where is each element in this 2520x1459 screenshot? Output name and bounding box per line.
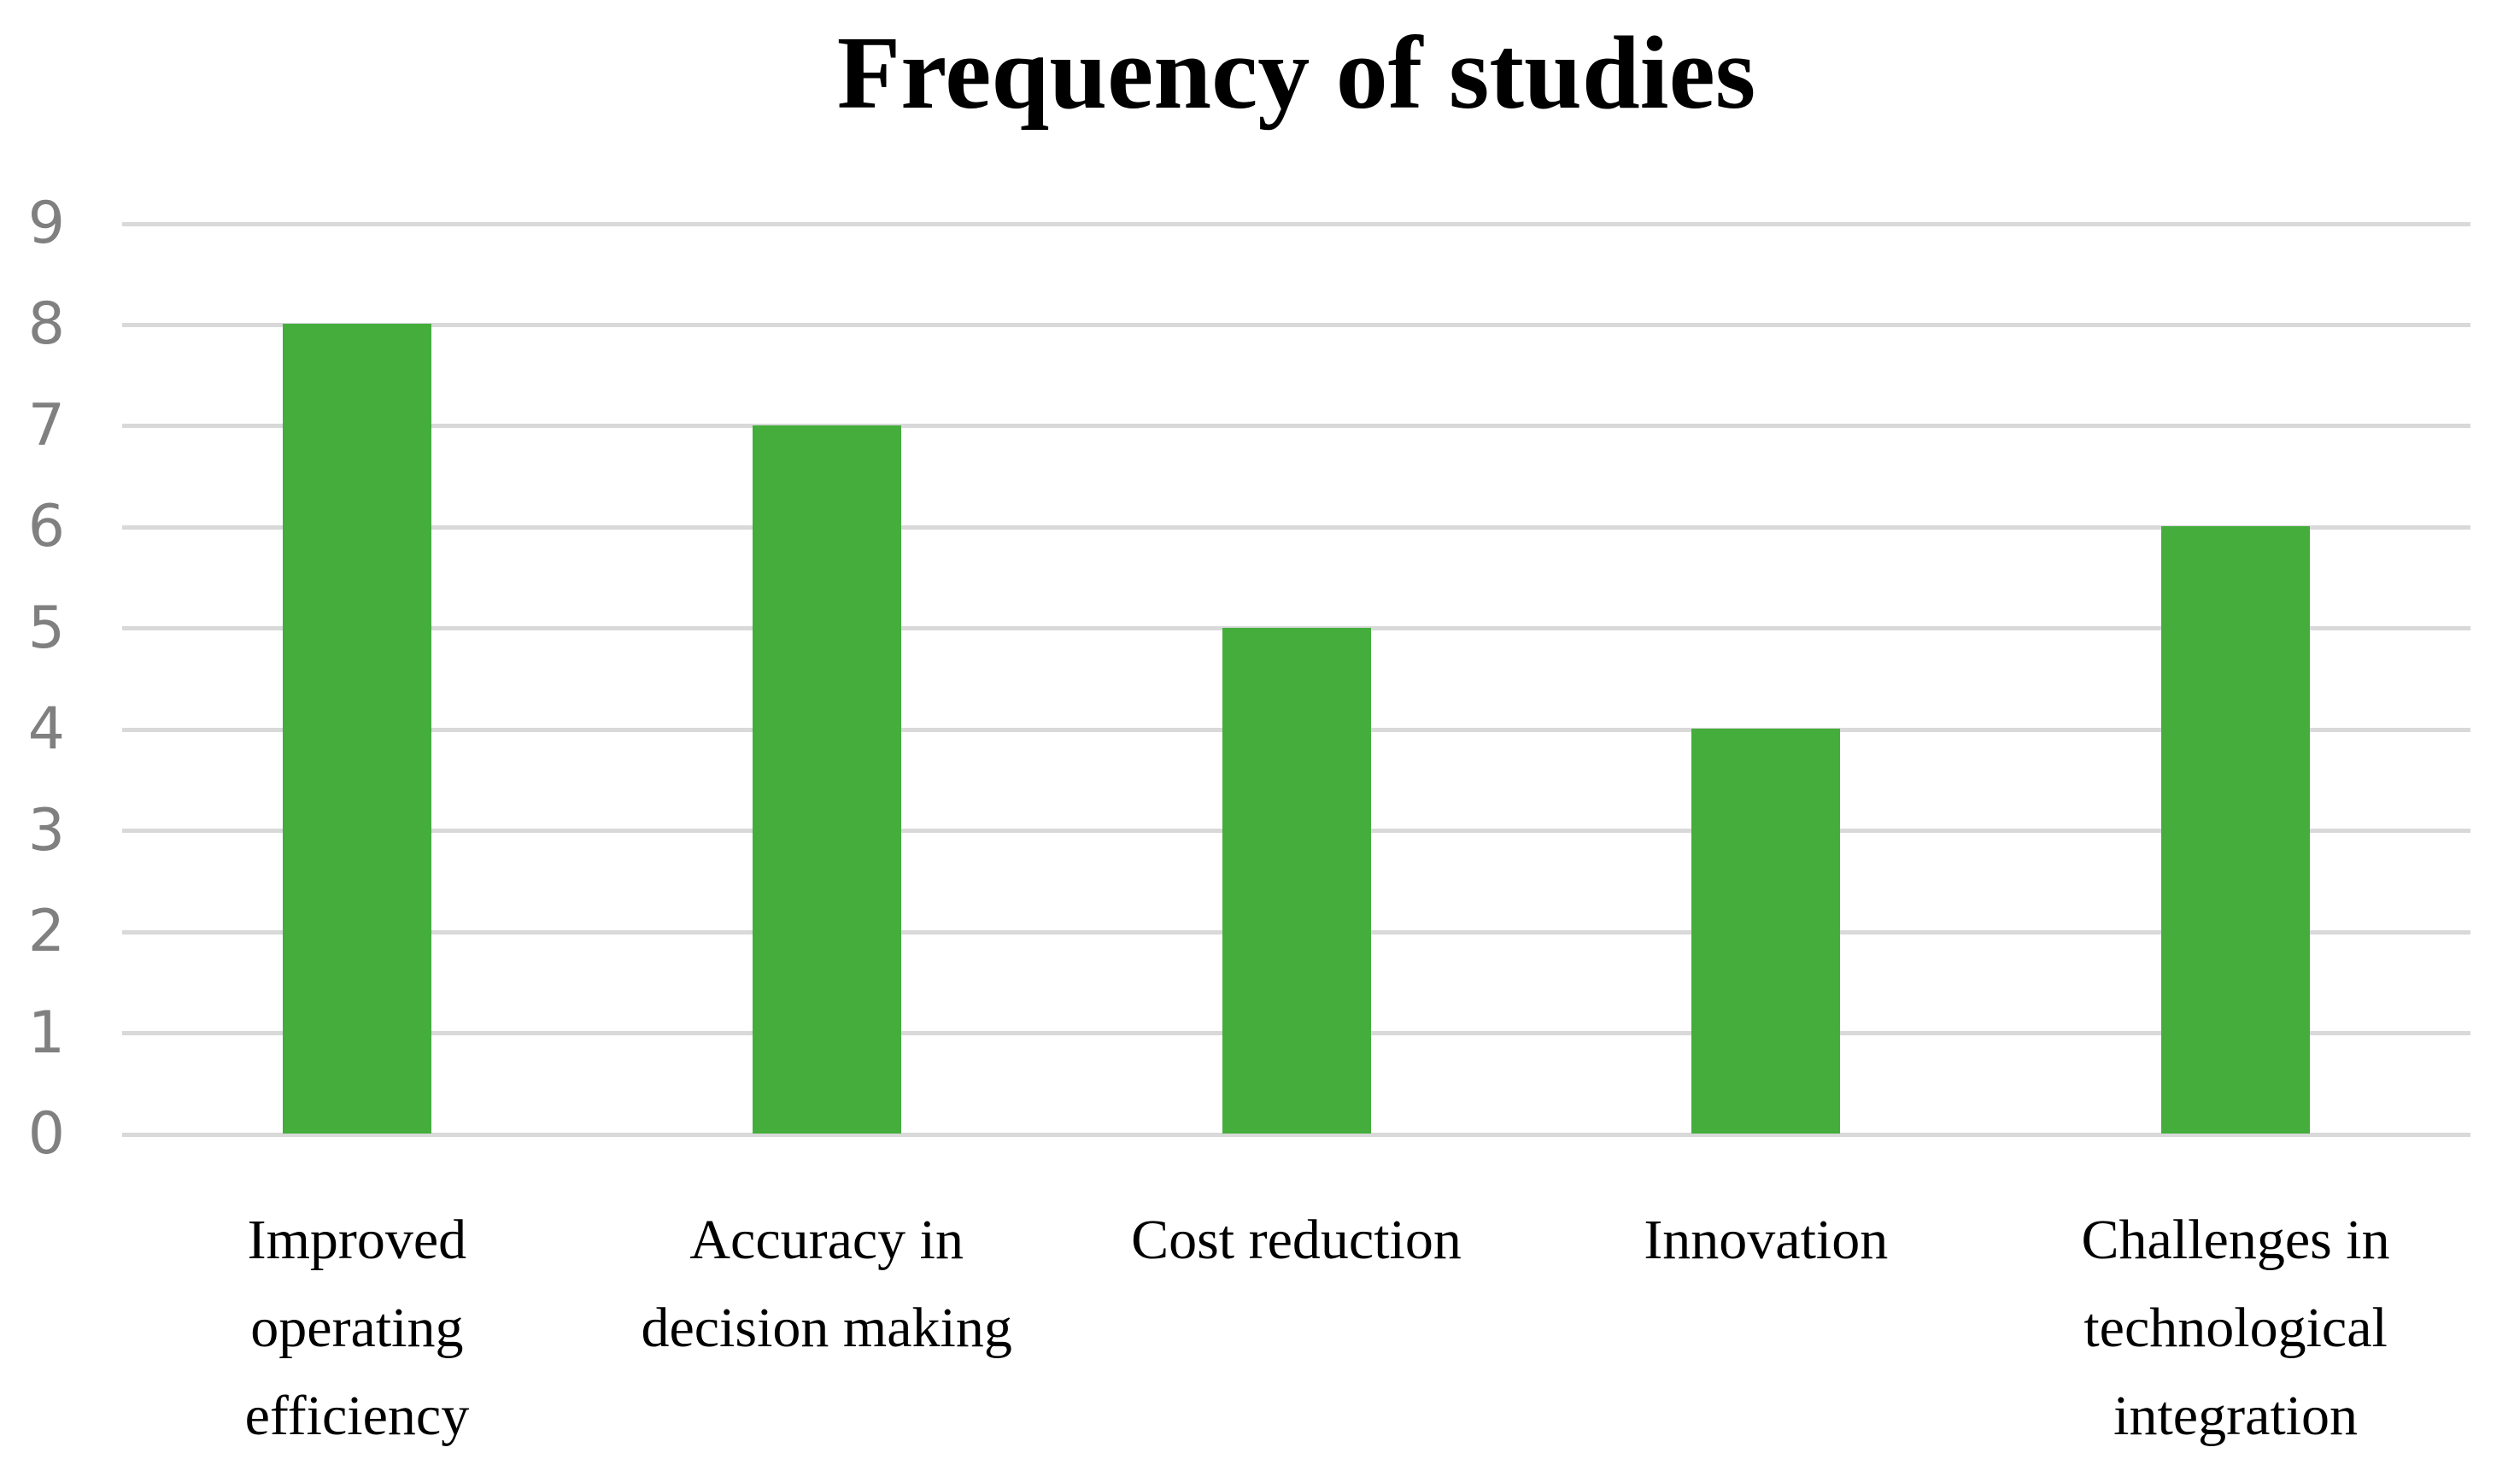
y-tick-label: 0 xyxy=(27,1100,65,1168)
x-category-label: Improved operating efficiency xyxy=(244,1209,470,1447)
y-tick-label: 4 xyxy=(27,695,65,764)
bar xyxy=(2161,526,2311,1134)
bar xyxy=(1222,627,1371,1134)
chart-title: Frequency of studies xyxy=(836,15,1756,131)
bar xyxy=(282,324,431,1134)
y-tick-label: 9 xyxy=(27,190,65,257)
y-tick-label: 6 xyxy=(27,493,65,561)
y-tick-label: 7 xyxy=(27,391,65,460)
bar xyxy=(752,425,901,1134)
y-tick-label: 3 xyxy=(27,796,65,864)
y-tick-label: 5 xyxy=(27,594,65,662)
x-category-label: Challenges in technological integration xyxy=(2081,1209,2390,1447)
y-tick-label: 2 xyxy=(27,898,65,966)
gridline xyxy=(122,322,2470,327)
gridline xyxy=(122,424,2470,429)
gridline xyxy=(122,524,2470,530)
gridline xyxy=(122,221,2470,226)
y-tick-label: 1 xyxy=(27,999,65,1067)
gridline xyxy=(122,1132,2470,1137)
plot-area xyxy=(122,221,2470,1137)
bar xyxy=(1691,729,1841,1134)
x-category-label: Innovation xyxy=(1644,1209,1889,1271)
x-category-label: Cost reduction xyxy=(1131,1209,1462,1271)
y-tick-label: 8 xyxy=(27,290,65,359)
x-category-label: Accuracy in decision making xyxy=(641,1209,1012,1359)
